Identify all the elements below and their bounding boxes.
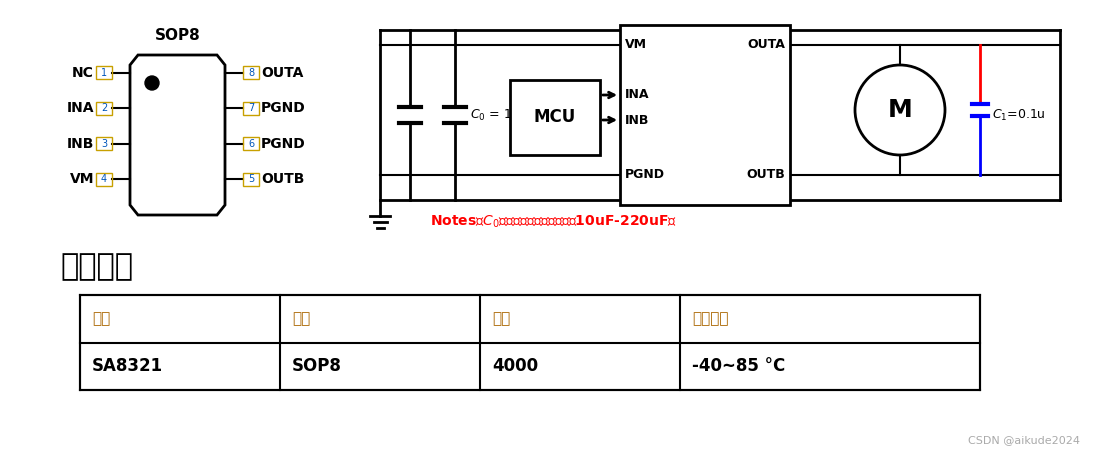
Text: SA8321: SA8321 xyxy=(92,357,164,375)
Text: INB: INB xyxy=(625,113,650,126)
Bar xyxy=(96,137,112,150)
Bar xyxy=(96,66,112,79)
Bar xyxy=(243,173,259,186)
Text: OUTB: OUTB xyxy=(261,172,305,186)
Text: SOP8: SOP8 xyxy=(155,28,200,43)
Text: INA: INA xyxy=(66,101,94,115)
Bar xyxy=(96,102,112,115)
Text: 6: 6 xyxy=(248,139,254,149)
Bar xyxy=(80,295,980,390)
Text: OUTB: OUTB xyxy=(746,168,785,181)
Bar xyxy=(243,66,259,79)
Text: 4000: 4000 xyxy=(492,357,538,375)
Text: PGND: PGND xyxy=(625,168,665,181)
Text: 封装: 封装 xyxy=(292,311,310,326)
Text: INB: INB xyxy=(66,137,94,151)
Bar xyxy=(510,80,600,155)
Text: 数量: 数量 xyxy=(492,311,511,326)
Text: 订购信息: 订购信息 xyxy=(60,252,133,281)
Text: 3: 3 xyxy=(101,139,108,149)
Text: INA: INA xyxy=(625,89,650,102)
Text: SOP8: SOP8 xyxy=(292,357,342,375)
Bar xyxy=(243,137,259,150)
Text: 8: 8 xyxy=(248,68,254,78)
Circle shape xyxy=(144,76,159,90)
Text: 1: 1 xyxy=(101,68,108,78)
Text: 工作温度: 工作温度 xyxy=(692,311,728,326)
Text: 5: 5 xyxy=(248,175,254,184)
Text: MCU: MCU xyxy=(534,108,576,126)
Text: Notes：$C_0$根据实际应用调整，建议10uF-220uF；: Notes：$C_0$根据实际应用调整，建议10uF-220uF； xyxy=(430,214,676,230)
Polygon shape xyxy=(130,55,225,215)
Text: 2: 2 xyxy=(101,104,108,113)
Text: VM: VM xyxy=(69,172,94,186)
Text: M: M xyxy=(888,98,913,122)
Text: VM: VM xyxy=(625,39,647,51)
Bar xyxy=(96,173,112,186)
Text: $C_1$=0.1u: $C_1$=0.1u xyxy=(992,108,1046,122)
Text: 型号: 型号 xyxy=(92,311,110,326)
Text: OUTA: OUTA xyxy=(747,39,785,51)
Text: $C_0$ = 10uF: $C_0$ = 10uF xyxy=(470,108,535,122)
Text: PGND: PGND xyxy=(261,101,306,115)
Circle shape xyxy=(855,65,945,155)
Text: CSDN @aikude2024: CSDN @aikude2024 xyxy=(968,435,1080,445)
Text: 4: 4 xyxy=(101,175,108,184)
Bar xyxy=(620,25,790,205)
Text: PGND: PGND xyxy=(261,137,306,151)
Text: OUTA: OUTA xyxy=(261,66,304,80)
Text: 7: 7 xyxy=(248,104,254,113)
Text: NC: NC xyxy=(72,66,94,80)
Bar xyxy=(243,102,259,115)
Text: -40~85 °C: -40~85 °C xyxy=(692,357,785,375)
